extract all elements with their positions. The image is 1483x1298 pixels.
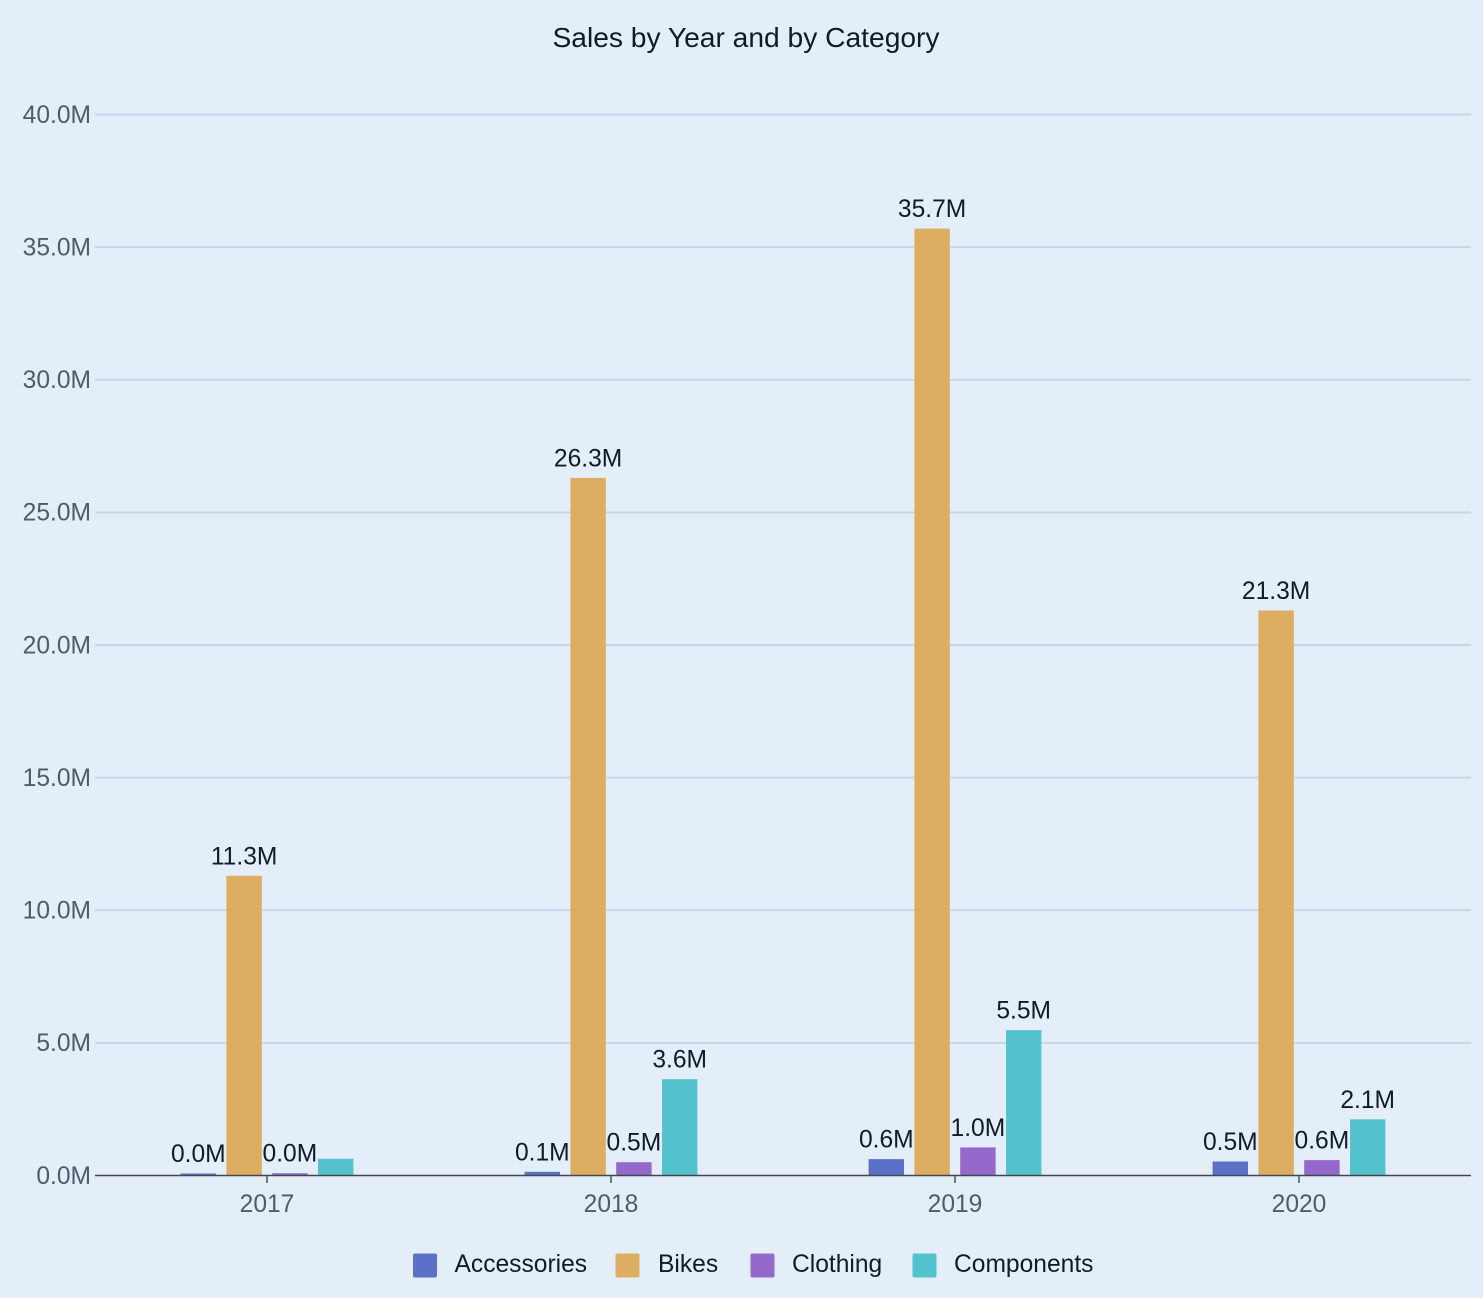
svg-text:40.0M: 40.0M	[23, 102, 91, 129]
svg-text:30.0M: 30.0M	[23, 367, 91, 394]
svg-text:0.1M: 0.1M	[515, 1139, 570, 1166]
svg-text:Sales by Year and by Category: Sales by Year and by Category	[552, 21, 940, 53]
svg-text:0.0M: 0.0M	[36, 1163, 91, 1190]
svg-text:Accessories: Accessories	[455, 1251, 588, 1278]
svg-text:2.1M: 2.1M	[1340, 1087, 1395, 1114]
svg-text:26.3M: 26.3M	[554, 445, 622, 472]
svg-text:0.5M: 0.5M	[607, 1130, 662, 1157]
svg-text:11.3M: 11.3M	[211, 843, 278, 870]
svg-text:0.0M: 0.0M	[263, 1141, 318, 1168]
svg-text:21.3M: 21.3M	[1242, 578, 1310, 605]
svg-text:2018: 2018	[584, 1191, 639, 1218]
svg-text:10.0M: 10.0M	[23, 898, 91, 925]
svg-text:Components: Components	[954, 1251, 1093, 1278]
svg-text:15.0M: 15.0M	[23, 765, 91, 792]
svg-text:35.7M: 35.7M	[898, 196, 966, 223]
svg-text:Clothing: Clothing	[792, 1251, 882, 1278]
svg-text:Bikes: Bikes	[658, 1251, 718, 1278]
svg-text:3.6M: 3.6M	[652, 1047, 707, 1074]
svg-text:0.5M: 0.5M	[1203, 1129, 1258, 1156]
svg-text:35.0M: 35.0M	[23, 234, 91, 261]
svg-text:5.5M: 5.5M	[996, 998, 1051, 1025]
svg-text:0.6M: 0.6M	[1295, 1128, 1350, 1155]
svg-text:2020: 2020	[1272, 1191, 1327, 1218]
svg-text:0.6M: 0.6M	[859, 1127, 914, 1154]
svg-text:0.0M: 0.0M	[171, 1141, 226, 1168]
svg-text:20.0M: 20.0M	[23, 632, 91, 659]
svg-text:1.0M: 1.0M	[951, 1115, 1006, 1142]
svg-text:25.0M: 25.0M	[23, 500, 91, 527]
svg-text:2019: 2019	[928, 1191, 983, 1218]
svg-text:5.0M: 5.0M	[36, 1030, 91, 1057]
svg-text:2017: 2017	[240, 1191, 295, 1218]
